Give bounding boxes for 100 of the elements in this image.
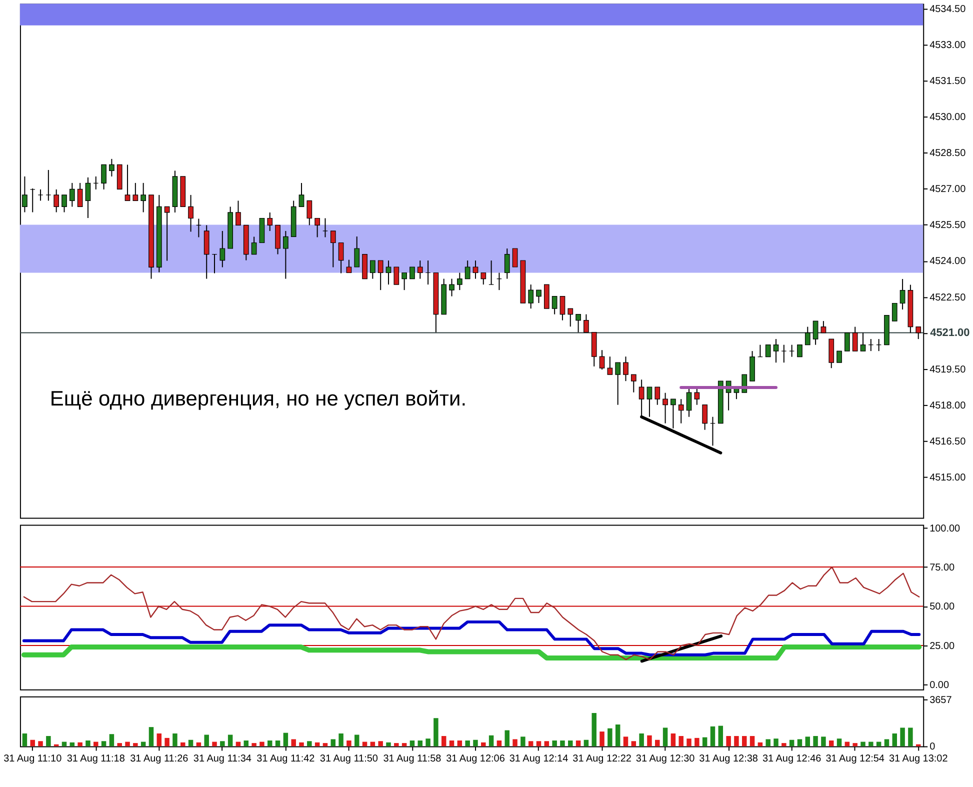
bar (426, 738, 430, 746)
bar (576, 740, 581, 746)
bar (608, 728, 612, 746)
candlestick (868, 338, 874, 352)
candlestick (425, 260, 431, 286)
candlestick (77, 182, 83, 208)
bar (726, 736, 731, 746)
candlestick (267, 212, 273, 232)
bar (196, 742, 202, 746)
bar (623, 736, 628, 746)
candlestick (488, 260, 494, 286)
bar (876, 742, 882, 746)
candlestick (93, 176, 99, 190)
y-tick-label: 100.00 (930, 523, 961, 534)
y-tick-label: 4515.00 (930, 472, 966, 484)
bar (394, 743, 399, 746)
bar (283, 732, 288, 746)
candlestick (576, 314, 581, 333)
candlestick (828, 338, 834, 369)
bar (236, 742, 241, 746)
candlestick (568, 308, 574, 328)
bar (488, 735, 494, 746)
candlestick (346, 259, 352, 274)
candlestick (472, 260, 478, 280)
bar (220, 741, 225, 746)
y-tick-label: 4531.50 (930, 76, 966, 88)
x-tick-label: 31 Aug 12:54 (826, 754, 885, 765)
line-series (22, 620, 921, 656)
bar (125, 742, 130, 746)
bar (30, 740, 35, 746)
bar (568, 740, 573, 746)
bar (600, 732, 604, 746)
bar (370, 742, 376, 746)
bar (836, 738, 842, 746)
y-tick-label: 50.00 (930, 602, 955, 613)
bar (655, 740, 660, 746)
bar (828, 740, 834, 746)
bar (552, 740, 557, 746)
bar (330, 739, 336, 746)
candlestick (330, 230, 336, 268)
bar (354, 734, 360, 746)
bar (821, 736, 826, 746)
bar (647, 735, 652, 746)
candlestick (314, 218, 320, 238)
y-tick-label: 0 (930, 742, 936, 753)
candlestick (630, 374, 636, 393)
line-series (23, 566, 920, 660)
candlestick (449, 278, 454, 297)
candlestick (54, 188, 60, 213)
bar (615, 724, 620, 746)
bar (362, 742, 368, 746)
bar (322, 743, 328, 746)
candlestick (417, 260, 423, 280)
bar (560, 740, 565, 746)
candlestick (275, 224, 280, 255)
bar (544, 741, 550, 746)
candlestick (560, 296, 566, 321)
candlestick (188, 194, 194, 232)
candlestick (876, 338, 882, 352)
candlestick (710, 416, 716, 446)
bar (844, 742, 850, 746)
x-tick-label: 31 Aug 11:18 (66, 754, 126, 765)
bar (434, 718, 438, 746)
x-tick-label: 31 Aug 12:22 (572, 754, 632, 765)
y-tick-label: 4530.00 (930, 112, 966, 124)
bar (260, 742, 264, 746)
candlestick (836, 350, 842, 364)
candlestick (812, 320, 818, 346)
x-tick-label: 31 Aug 12:14 (509, 754, 569, 765)
bar (140, 742, 146, 746)
bar (702, 737, 708, 746)
candlestick (789, 344, 794, 358)
y-tick-label: 4516.50 (930, 436, 966, 448)
candlestick (85, 176, 91, 219)
candlestick (456, 272, 462, 291)
candlestick (378, 260, 384, 291)
y-tick-label: 4525.50 (930, 220, 966, 232)
bar (465, 740, 470, 746)
ref-line-label: 4521.00 (930, 326, 970, 339)
bar (892, 733, 898, 746)
candlestick (322, 218, 328, 238)
bar (275, 740, 280, 746)
bar (188, 740, 194, 746)
y-tick-label: 25.00 (930, 640, 955, 652)
candlestick (46, 169, 52, 202)
bar (133, 743, 138, 746)
bar (46, 736, 51, 746)
bar (670, 733, 676, 746)
candlestick (204, 224, 210, 280)
annotation: Ещё одно дивергенция, но не успел войти. (50, 388, 467, 411)
candlestick (852, 326, 858, 352)
candlestick (306, 200, 312, 226)
y-tick-label: 4522.50 (930, 292, 966, 304)
y-tick-label: 4518.00 (930, 400, 966, 412)
bar (307, 741, 312, 746)
candlestick (464, 260, 470, 280)
x-tick-label: 31 Aug 11:26 (130, 754, 189, 765)
bar (797, 739, 802, 746)
bar (631, 741, 636, 746)
bar (710, 726, 716, 746)
